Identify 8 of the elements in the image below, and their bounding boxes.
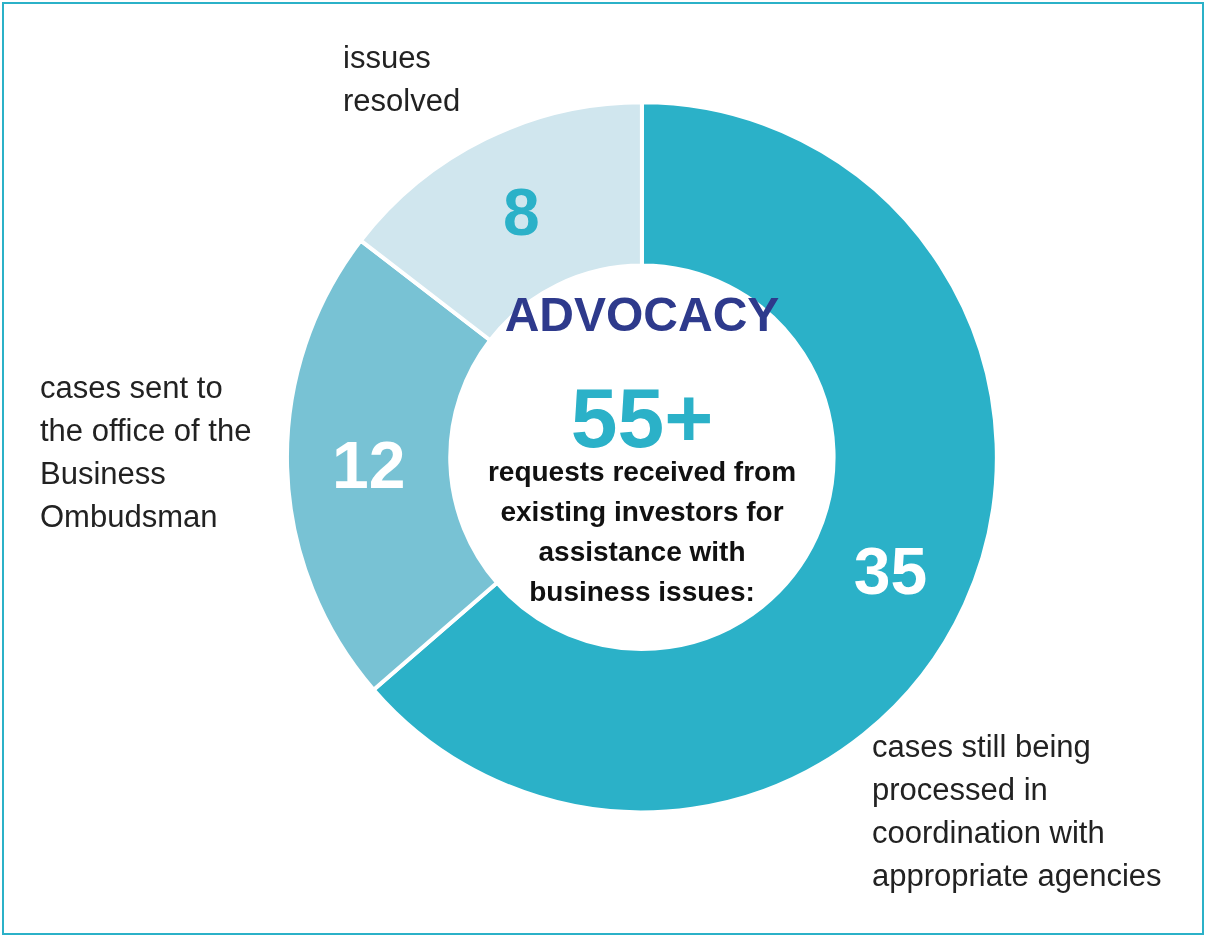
slice-label: cases sent to the office of the Business Ombudsman	[40, 369, 253, 536]
text: requests received from existing investors for assistance with business issues:	[486, 455, 798, 609]
data-label: 12	[332, 428, 406, 503]
data-label: 8	[502, 175, 540, 250]
slice-label: cases still being processed in coordination with appropriate agencies	[872, 728, 1163, 895]
text: ADVOCACY	[503, 287, 781, 343]
slice-label: issues resolved	[343, 39, 462, 120]
data-label: 35	[853, 533, 928, 608]
